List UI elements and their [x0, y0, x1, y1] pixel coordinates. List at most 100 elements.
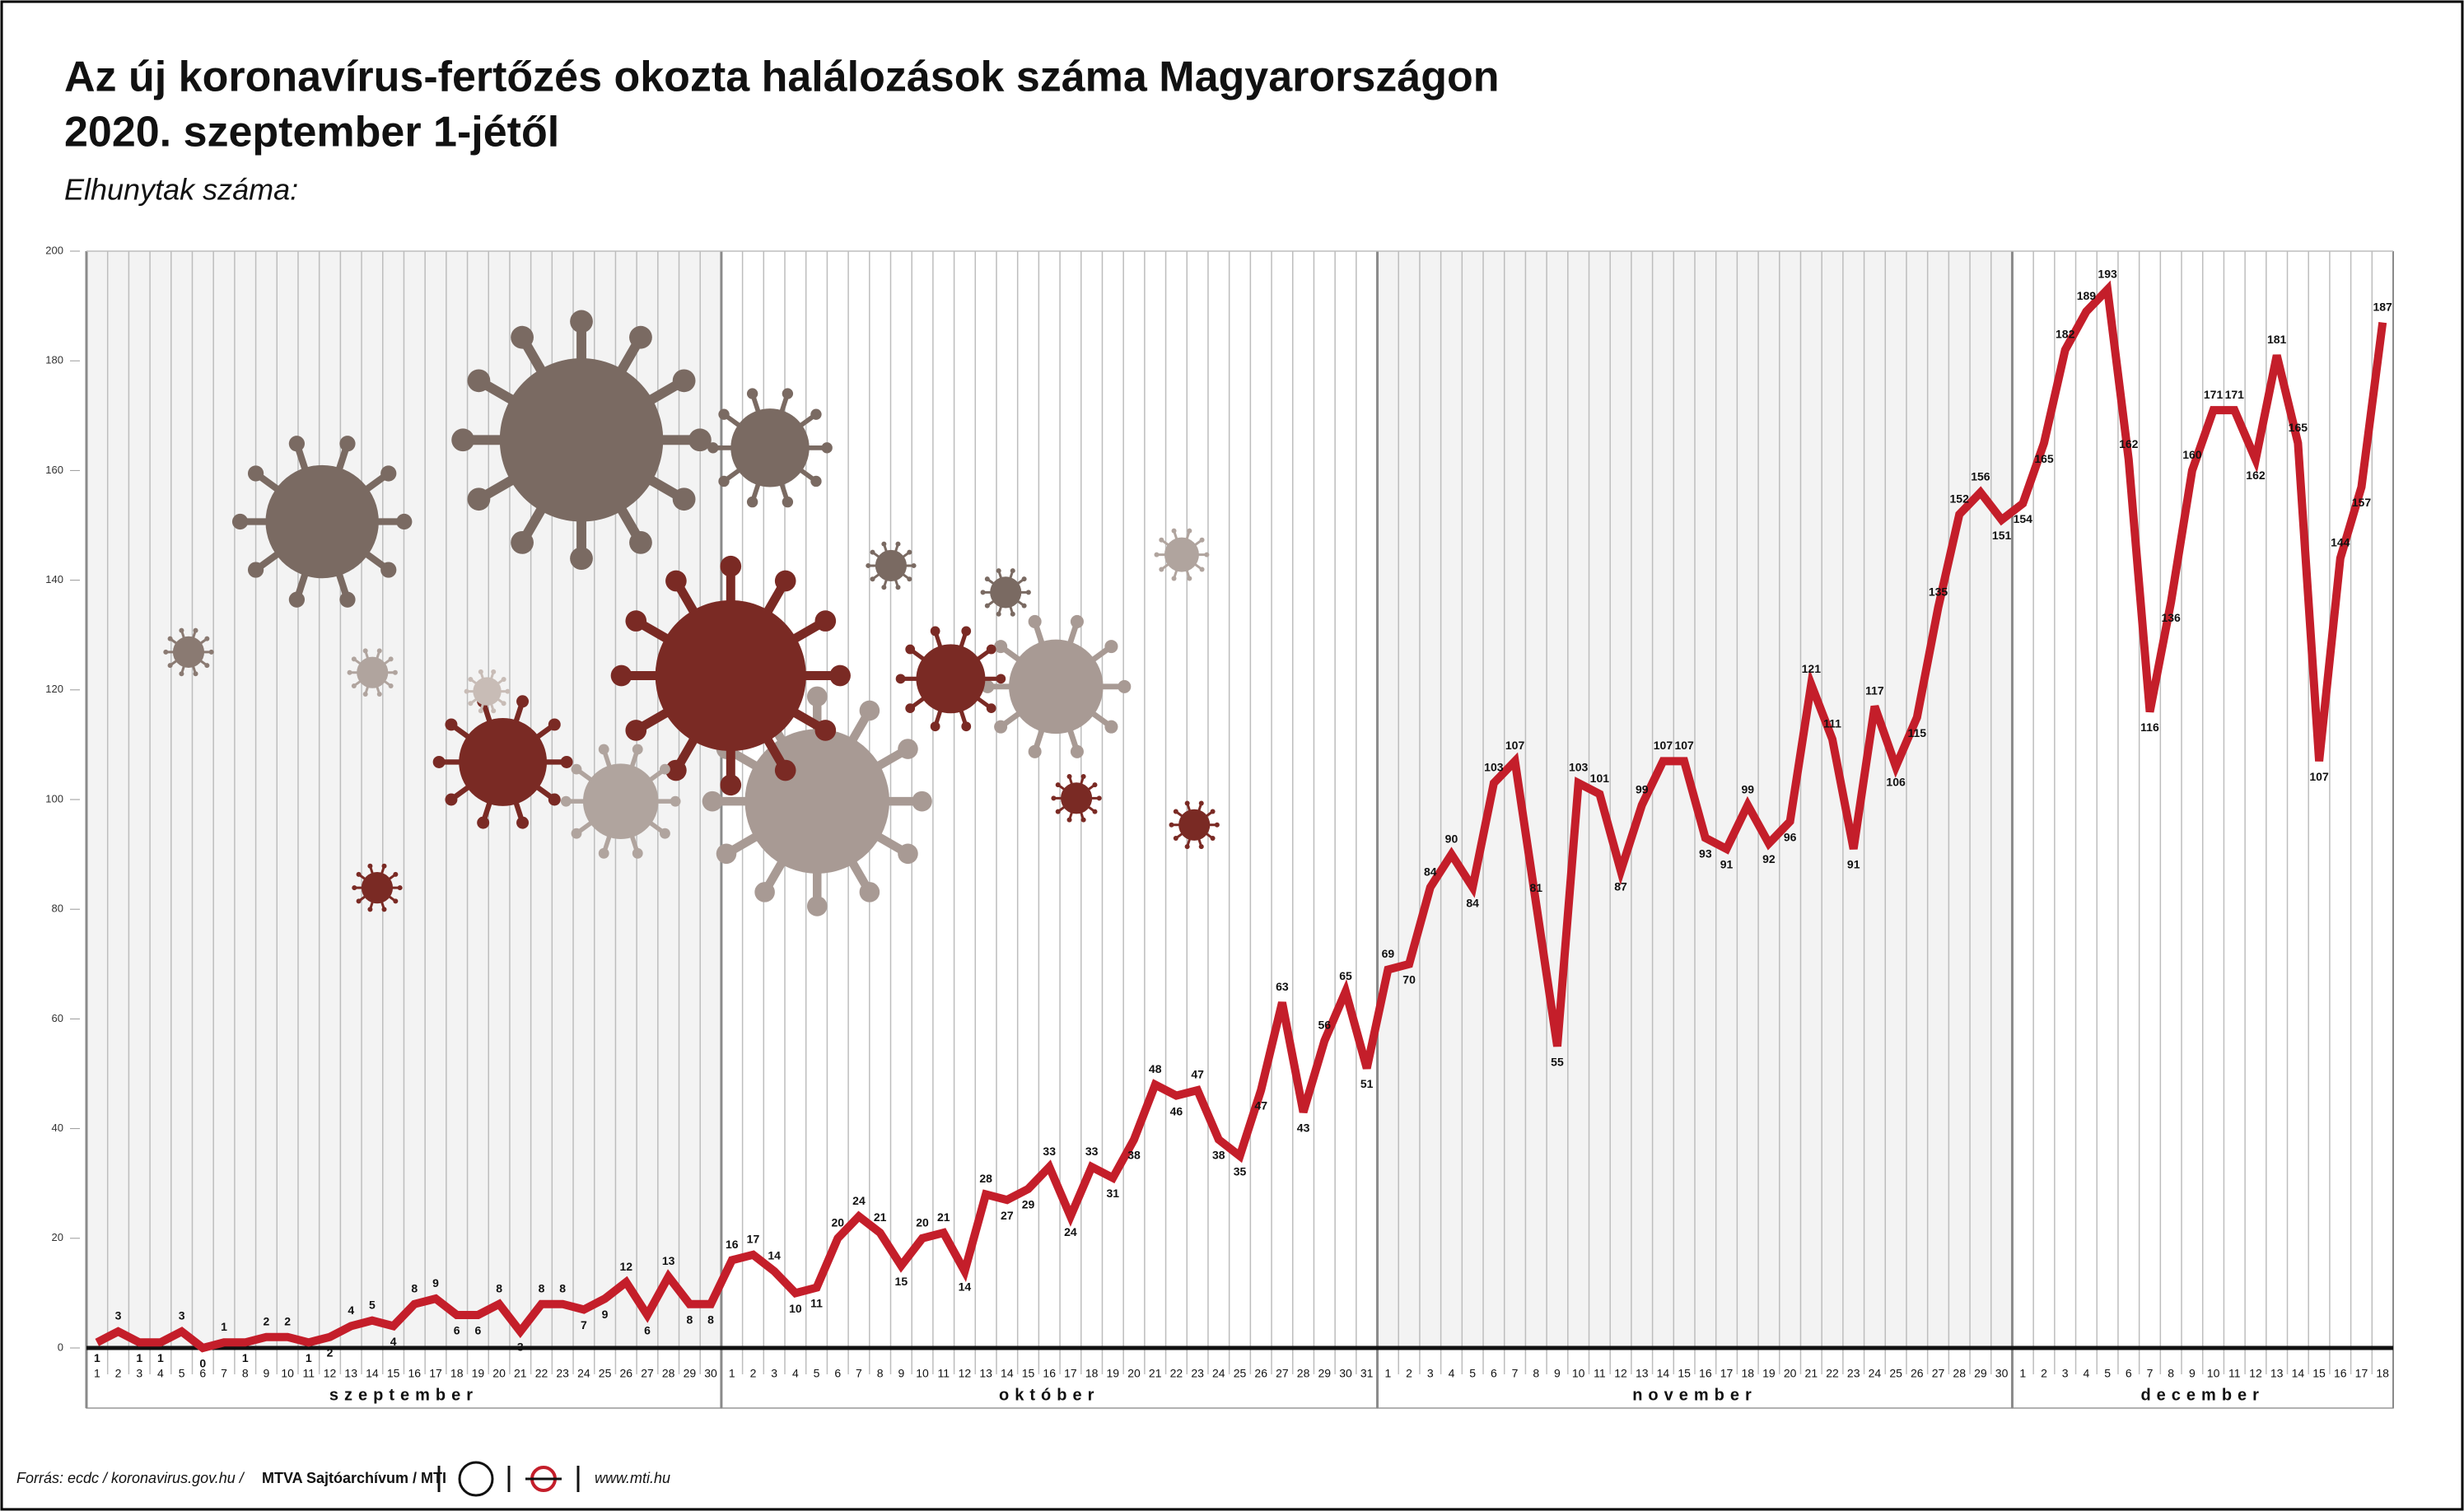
data-label: 1 — [136, 1351, 142, 1364]
x-tick-label: 18 — [2376, 1367, 2389, 1380]
virus-tip — [1169, 822, 1174, 828]
data-label: 115 — [1908, 726, 1927, 739]
virus-tip — [707, 442, 719, 454]
virus-tip — [208, 649, 214, 655]
data-label: 189 — [2077, 289, 2097, 302]
data-label: 17 — [747, 1232, 760, 1245]
data-label: 187 — [2373, 300, 2392, 313]
source: Forrás: ecdc / koronavirus.gov.hu / — [16, 1470, 245, 1486]
virus-tip — [167, 636, 173, 641]
virus — [895, 626, 1006, 732]
x-tick-label: 23 — [1191, 1367, 1204, 1380]
data-label: 21 — [874, 1210, 887, 1224]
data-label: 136 — [2161, 611, 2181, 624]
virus-tip — [598, 744, 609, 755]
virus-tip — [718, 475, 730, 487]
x-tick-label: 31 — [1360, 1367, 1374, 1380]
data-label: 8 — [559, 1281, 566, 1294]
data-label: 7 — [581, 1318, 587, 1331]
virus-tip — [367, 863, 373, 869]
virus-tip — [356, 898, 362, 904]
virus-tip — [814, 720, 837, 741]
x-tick-label: 17 — [2355, 1367, 2368, 1380]
x-tick-label: 6 — [2126, 1367, 2132, 1380]
virus-tip — [393, 871, 399, 877]
virus-tip — [994, 640, 1008, 654]
virus-tip — [718, 408, 730, 420]
virus-tip — [247, 465, 264, 482]
x-tick-label: 26 — [1254, 1367, 1267, 1380]
virus-tip — [1187, 576, 1192, 581]
virus-tip — [478, 669, 483, 674]
virus-tip — [491, 669, 497, 674]
x-tick-label: 5 — [1469, 1367, 1476, 1380]
y-tick-label: 120 — [45, 683, 63, 695]
virus-tip — [1210, 836, 1216, 842]
x-tick-label: 11 — [937, 1367, 950, 1380]
data-label: 15 — [895, 1275, 908, 1288]
data-label: 151 — [1992, 529, 2012, 542]
data-label: 171 — [2225, 388, 2245, 401]
data-label: 152 — [1950, 492, 1970, 505]
x-tick-label: 6 — [1491, 1367, 1497, 1380]
data-label: 157 — [2352, 496, 2372, 509]
virus-tip — [1010, 568, 1015, 574]
x-tick-label: 14 — [366, 1367, 379, 1380]
x-tick-label: 1 — [94, 1367, 100, 1380]
x-tick-label: 2 — [115, 1367, 122, 1380]
virus-tip — [432, 755, 446, 768]
virus-tip — [994, 720, 1008, 734]
data-label: 90 — [1445, 832, 1458, 845]
data-label: 65 — [1339, 969, 1352, 982]
virus-body — [1009, 639, 1104, 735]
virus-tip — [598, 847, 609, 859]
virus-tip — [1199, 567, 1205, 572]
x-tick-label: 22 — [535, 1367, 548, 1380]
virus-tip — [1028, 614, 1042, 628]
virus-tip — [367, 907, 373, 912]
x-tick-label: 19 — [472, 1367, 485, 1380]
x-tick-label: 15 — [387, 1367, 400, 1380]
x-tick-label: 20 — [492, 1367, 506, 1380]
month-label-band — [721, 1347, 1379, 1409]
x-tick-label: 6 — [834, 1367, 841, 1380]
data-label: 29 — [1022, 1198, 1035, 1211]
data-label: 5 — [369, 1298, 376, 1311]
virus-tip — [1159, 537, 1164, 543]
virus-tip — [1028, 744, 1042, 758]
month-label: október — [999, 1386, 1099, 1404]
x-tick-label: 21 — [1805, 1367, 1818, 1380]
x-tick-label: 27 — [1932, 1367, 1945, 1380]
x-tick-label: 4 — [1449, 1367, 1455, 1380]
virus-tip — [782, 388, 794, 399]
virus-tip — [392, 669, 398, 675]
virus-tip — [746, 388, 758, 399]
x-tick-label: 13 — [2270, 1367, 2284, 1380]
data-label: 20 — [831, 1216, 844, 1229]
x-tick-label: 17 — [1064, 1367, 1077, 1380]
x-tick-label: 9 — [898, 1367, 904, 1380]
data-label: 3 — [179, 1309, 185, 1322]
virus-body — [1178, 809, 1211, 841]
virus-tip — [1159, 567, 1164, 572]
data-label: 111 — [1823, 716, 1841, 730]
virus-tip — [468, 676, 474, 682]
data-label: 103 — [1569, 761, 1589, 774]
data-label: 3 — [517, 1341, 524, 1354]
virus-tip — [362, 692, 368, 697]
x-tick-label: 10 — [916, 1367, 929, 1380]
virus-tip — [716, 843, 737, 865]
x-tick-label: 12 — [324, 1367, 337, 1380]
virus-tip — [984, 576, 990, 582]
y-tick-label: 180 — [45, 354, 63, 366]
virus-tip — [571, 828, 582, 839]
virus-tip — [1025, 590, 1031, 595]
virus-tip — [821, 442, 833, 454]
x-tick-label: 24 — [1869, 1367, 1882, 1380]
virus-tip — [501, 676, 506, 682]
virus-tip — [548, 718, 561, 731]
data-label: 171 — [2204, 388, 2224, 401]
virus-tip — [870, 549, 875, 555]
data-label: 12 — [619, 1260, 632, 1273]
virus-body — [499, 358, 664, 522]
